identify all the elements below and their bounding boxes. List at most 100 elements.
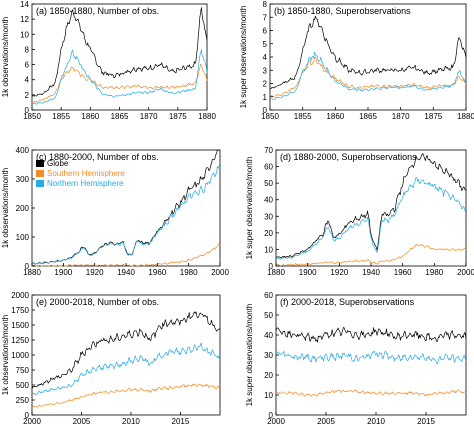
y-tick-label: 200 [16,204,30,213]
x-tick-label: 1860 [326,112,344,121]
axes-frame [269,3,467,111]
y-axis-label: 1k observations/month [1,315,10,396]
x-tick-label: 1855 [294,112,312,121]
x-tick-label: 2000 [23,417,41,426]
x-tick-label: 1880 [267,268,285,277]
x-tick-label: 1900 [299,268,317,277]
y-tick-label: 50 [264,179,273,188]
x-tick-label: 1870 [140,112,158,121]
y-tick-label: 20 [264,229,273,238]
y-tick-label: 6 [263,27,268,36]
legend-swatch [36,170,44,177]
x-tick-label: 1980 [180,268,198,277]
x-tick-label: 2015 [417,417,435,426]
panel-a: 1850 1855 1860 1865 1870 1875 1880 0 2 4 6 8 10 12 14 (… [1,0,216,121]
y-tick-label: 250 [16,396,30,405]
axes-frame [31,294,221,416]
x-tick-label: 1880 [457,112,474,121]
y-tick-label: 30 [264,212,273,221]
axes-frame [275,149,467,267]
y-tick-label: 0 [263,106,268,115]
y-tick-label: 14 [20,0,29,9]
series-line-northern-hemisphere [275,350,467,365]
panel-title: (b) 1850-1880, Superobservations [274,6,411,16]
y-tick-label: 1 [263,93,268,102]
x-tick-label: 1940 [362,268,380,277]
y-tick-label: 400 [16,146,30,155]
x-tick-label: 1850 [23,112,41,121]
y-axis-label: 1k observations/month [1,168,10,249]
series-line-northern-hemisphere [275,177,467,260]
axes-frame [31,3,208,111]
x-tick-label: 2010 [367,417,385,426]
y-tick-label: 10 [20,30,29,39]
legend-swatch [36,180,44,187]
y-axis-label: 1k super observations/month [245,157,254,260]
panel-e: 2000 2005 2010 2015 0 250 500 750 1000 1250 1500 17… [1,291,221,426]
y-tick-label: 2 [25,91,30,100]
x-tick-label: 1960 [394,268,412,277]
series-line-globe [31,7,208,97]
x-tick-label: 1875 [424,112,442,121]
series-line-globe [269,15,467,90]
x-tick-label: 2005 [317,417,335,426]
y-tick-label: 5 [263,40,268,49]
panel-title: (c) 1880-2000, Number of obs. [36,152,159,162]
y-tick-label: 20 [264,371,273,380]
x-tick-label: 2005 [73,417,91,426]
x-tick-label: 1870 [392,112,410,121]
x-tick-label: 1980 [425,268,443,277]
y-tick-label: 1000 [11,351,29,360]
legend-swatch [36,160,44,167]
panel-title: (d) 1880-2000, Superobservations [280,152,417,162]
panel-title: (e) 2000-2018, Number of obs. [36,297,159,307]
panel-d: 1880 1900 1920 1940 1960 1980 2000 0 10 20 30 40 50 6… [245,146,474,277]
panel-f: 2000 2005 2010 2015 0 10 20 30 40 50 60 (f) 2000-20… [245,291,467,426]
panel-title: (f) 2000-2018, Superobservations [280,297,415,307]
y-tick-label: 70 [264,146,273,155]
legend-label: Globe [47,159,69,168]
x-tick-label: 2000 [457,268,474,277]
x-tick-label: 1860 [81,112,99,121]
series-line-globe [275,153,467,259]
series-line-northern-hemisphere [31,49,208,105]
x-tick-label: 2010 [122,417,140,426]
series-line-globe [31,311,221,390]
y-tick-label: 0 [269,262,274,271]
y-tick-label: 0 [25,411,30,420]
y-tick-label: 40 [264,331,273,340]
y-tick-label: 1250 [11,336,29,345]
y-tick-label: 0 [269,411,274,420]
legend-label: Southern Hemisphere [47,169,125,178]
series-line-northern-hemisphere [31,342,221,395]
y-tick-label: 750 [16,366,30,375]
x-tick-label: 1855 [52,112,70,121]
x-tick-label: 1920 [330,268,348,277]
y-tick-label: 0 [25,106,30,115]
x-tick-label: 1875 [169,112,187,121]
legend-label: Northern Hemisphere [47,179,124,188]
panel-title: (a) 1850-1880, Number of obs. [36,6,159,16]
y-tick-label: 7 [263,13,268,22]
y-tick-label: 8 [25,45,30,54]
series-line-southern-hemisphere [31,63,208,103]
y-tick-label: 4 [25,76,30,85]
x-tick-label: 1920 [86,268,104,277]
x-tick-label: 1880 [23,268,41,277]
series-line-northern-hemisphere [31,165,221,265]
y-tick-label: 2000 [11,291,29,300]
axes-frame [275,294,467,416]
y-tick-label: 12 [20,15,29,24]
series-line-southern-hemisphere [275,243,467,267]
series-line-southern-hemisphere [31,243,221,267]
x-tick-label: 2015 [172,417,190,426]
y-tick-label: 500 [16,381,30,390]
y-tick-label: 60 [264,163,273,172]
y-tick-label: 2 [263,80,268,89]
x-tick-label: 1865 [111,112,129,121]
series-line-southern-hemisphere [275,389,467,397]
y-tick-label: 10 [264,391,273,400]
x-tick-label: 1880 [198,112,216,121]
y-tick-label: 1750 [11,306,29,315]
x-tick-label: 1940 [117,268,135,277]
